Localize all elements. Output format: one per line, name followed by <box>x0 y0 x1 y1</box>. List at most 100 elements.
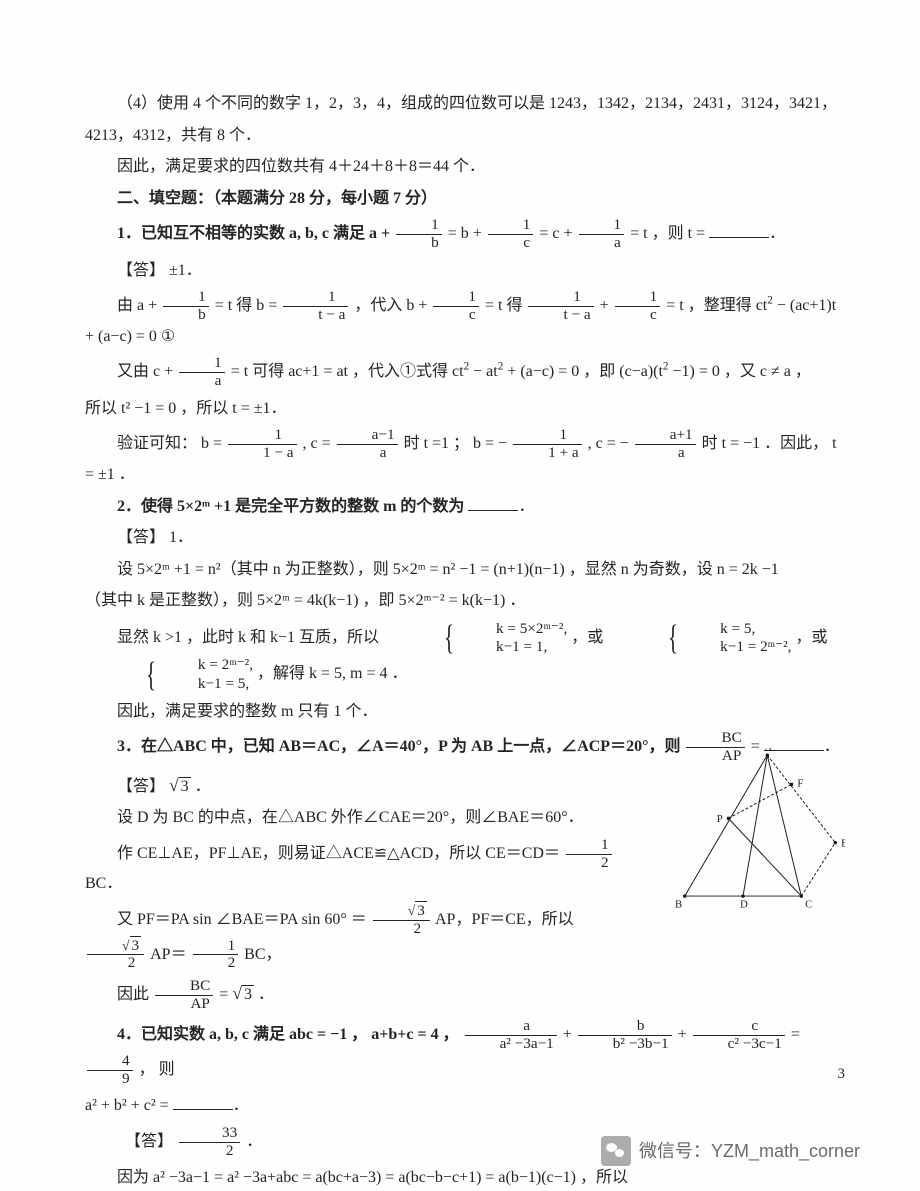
answer-label: 【答】 1． <box>85 525 845 551</box>
fraction: bb² −3b−1 <box>578 1018 672 1052</box>
text: + (a−c) = 0 ，即 (c−a)(t <box>507 363 663 380</box>
footer-account: YZM_math_corner <box>711 1137 860 1166</box>
text: = c + <box>539 225 572 242</box>
text: − at <box>473 363 498 380</box>
geometry-diagram: A B C D P E F <box>675 748 845 913</box>
paragraph: 4213，4312，共有 8 个． <box>85 123 845 149</box>
svg-text:E: E <box>841 838 845 850</box>
text: 2．使得 5×2ᵐ +1 是完全平方数的整数 m 的个数为 <box>117 498 464 515</box>
text: ． <box>258 986 274 1003</box>
text: 【答】 <box>125 1133 177 1150</box>
solution-line: 因为 a² −3a−1 = a² −3a+abc = a(bc+a−3) = a… <box>85 1165 845 1191</box>
section-heading: 二、填空题：（本题满分 28 分，每小题 7 分） <box>85 186 845 212</box>
text: 4．已知实数 a, b, c 满足 abc = −1 ， a+b+c = 4 ， <box>117 1026 459 1043</box>
text: 由 a + <box>117 297 157 314</box>
question-4-cont: a² + b² + c² = ． <box>85 1093 845 1119</box>
fraction: 1c <box>433 289 479 323</box>
fraction: 1a <box>179 355 225 389</box>
question-1: 1．已知互不相等的实数 a, b, c 满足 a + 1b = b + 1c =… <box>85 217 845 251</box>
text: 显然 k >1 ，此时 k 和 k−1 互质，所以 <box>117 629 379 646</box>
fraction: 12 <box>193 938 239 972</box>
answer-label: 【答】 ±1． <box>85 258 845 284</box>
text: 作 CE⊥AE，PF⊥AE，则易证△ACE≌△ACD，所以 CE＝CD＝ <box>117 845 560 862</box>
fill-blank <box>709 221 769 238</box>
paragraph: 因此，满足要求的四位数共有 4＋24＋8＋8＝44 个． <box>85 154 845 180</box>
page-number: 3 <box>838 1062 846 1086</box>
fraction: √32 <box>87 938 144 972</box>
fraction: 1a <box>579 217 625 251</box>
solution-line: 所以 t² −1 = 0 ，所以 t = ±1． <box>85 396 845 422</box>
text: ，解得 k = 5, m = 4 ． <box>257 665 408 682</box>
text: = <box>791 1026 800 1043</box>
text: = t 得 b = <box>215 297 278 314</box>
solution-line: 因此 BCAP = √3 ． <box>85 978 845 1012</box>
question-4: 4．已知实数 a, b, c 满足 abc = −1 ， a+b+c = 4 ，… <box>85 1018 845 1087</box>
svg-text:F: F <box>797 777 803 789</box>
sqrt-value: 3 <box>242 985 254 1003</box>
svg-text:D: D <box>740 899 748 911</box>
text: BC， <box>244 945 281 962</box>
svg-text:B: B <box>675 899 682 911</box>
wechat-icon <box>601 1136 631 1166</box>
fraction: 12 <box>566 837 612 871</box>
brace-case: {k = 5×2ᵐ⁻²,k−1 = 1, <box>383 620 567 656</box>
fraction: 1c <box>488 217 534 251</box>
solution-line: 验证可知： b = 11 − a , c = a−1a 时 t =1 ； b =… <box>85 427 845 487</box>
text: 1．已知互不相等的实数 a, b, c 满足 a + <box>117 225 390 242</box>
text: = b + <box>448 225 482 242</box>
text: AP＝ <box>150 945 186 962</box>
solution-line: 又由 c + 1a = t 可得 ac+1 = at ，代入①式得 ct2 − … <box>85 355 845 389</box>
fraction: 49 <box>87 1053 133 1087</box>
text: + <box>678 1026 687 1043</box>
text: , c = <box>303 435 331 452</box>
paragraph: （4）使用 4 个不同的数字 1，2，3，4，组成的四位数可以是 1243，13… <box>85 91 845 117</box>
fraction: 1c <box>615 289 661 323</box>
text: + <box>600 297 609 314</box>
text: ，或 <box>795 629 827 646</box>
document-page: （4）使用 4 个不同的数字 1，2，3，4，组成的四位数可以是 1243，13… <box>0 0 920 1191</box>
solution-line: （其中 k 是正整数），则 5×2ᵐ = 4k(k−1) ，即 5×2ᵐ⁻² =… <box>85 588 845 614</box>
fraction: 11 − a <box>228 427 297 461</box>
solution-line: 作 CE⊥AE，PF⊥AE，则易证△ACE≌△ACD，所以 CE＝CD＝ 12 … <box>85 837 617 897</box>
fraction: a+1a <box>635 427 696 461</box>
fraction: aa² −3a−1 <box>465 1018 557 1052</box>
brace-case: {k = 5,k−1 = 2ᵐ⁻², <box>607 620 791 656</box>
text: BC． <box>85 875 122 892</box>
text: = t 得 <box>485 297 522 314</box>
text: −1) = 0 ，又 c ≠ a ， <box>673 363 811 380</box>
text: ，代入 b + <box>354 297 427 314</box>
solution-line: 因此，满足要求的整数 m 只有 1 个． <box>85 699 845 725</box>
fraction: 1t − a <box>528 289 593 323</box>
solution-line: 由 a + 1b = t 得 b = 1t − a ，代入 b + 1c = t… <box>85 289 845 349</box>
text: + <box>563 1026 572 1043</box>
text: = t ，整理得 ct <box>666 297 767 314</box>
sqrt-value: 3 <box>179 777 191 795</box>
solution-line: 又 PF＝PA sin ∠BAE＝PA sin 60° ＝ √32 AP，PF＝… <box>85 903 617 972</box>
fraction: √32 <box>373 903 430 937</box>
svg-text:C: C <box>805 899 812 911</box>
text: ，或 <box>571 629 603 646</box>
fraction: cc² −3c−1 <box>693 1018 785 1052</box>
svg-text:P: P <box>717 813 723 825</box>
text: = t ，则 t = <box>630 225 705 242</box>
fill-blank <box>468 494 518 511</box>
svg-text:A: A <box>764 748 772 753</box>
solution-line: 设 5×2ᵐ +1 = n²（其中 n 为正整数），则 5×2ᵐ = n² −1… <box>85 557 845 583</box>
wechat-footer: 微信号： YZM_math_corner <box>601 1136 860 1166</box>
fraction: 332 <box>179 1125 240 1159</box>
question-2: 2．使得 5×2ᵐ +1 是完全平方数的整数 m 的个数为 ． <box>85 494 845 520</box>
solution-line: 显然 k >1 ，此时 k 和 k−1 互质，所以 {k = 5×2ᵐ⁻²,k−… <box>85 620 845 693</box>
fraction: 1b <box>163 289 209 323</box>
text: AP，PF＝CE，所以 <box>435 911 574 928</box>
fraction: a−1a <box>337 427 398 461</box>
text: ． <box>195 778 211 795</box>
footer-label: 微信号： <box>639 1137 711 1166</box>
brace-case: {k = 2ᵐ⁻²,k−1 = 5, <box>85 656 253 692</box>
fraction: 1b <box>396 217 442 251</box>
fill-blank <box>173 1093 233 1110</box>
text: 【答】 <box>117 778 169 795</box>
fraction: BCAP <box>155 978 213 1012</box>
text: 又 PF＝PA sin ∠BAE＝PA sin 60° ＝ <box>117 911 367 928</box>
text: a² + b² + c² = <box>85 1097 169 1114</box>
fraction: 1t − a <box>283 289 348 323</box>
